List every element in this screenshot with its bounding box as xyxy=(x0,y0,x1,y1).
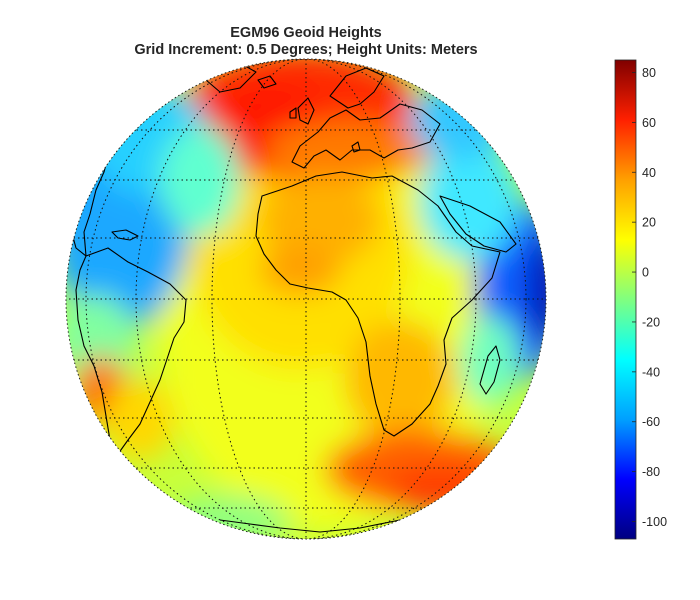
colorbar-tick-label: -40 xyxy=(642,365,660,379)
colorbar-tick-label: 60 xyxy=(642,116,656,130)
globe-outline xyxy=(65,58,547,540)
colorbar-ticks: 80 60 40 20 0 -20 -40 -60 -80 -100 xyxy=(632,66,667,529)
graticule xyxy=(66,59,546,539)
globe xyxy=(65,58,547,540)
colorbar-tick-label: -80 xyxy=(642,465,660,479)
colorbar-tick-label: -20 xyxy=(642,315,660,329)
colorbar-tick-label: 80 xyxy=(642,66,656,80)
colorbar-gradient xyxy=(614,59,637,540)
map-subtitle: Grid Increment: 0.5 Degrees; Height Unit… xyxy=(134,42,477,58)
colorbar-tick-label: 0 xyxy=(642,266,649,280)
colorbar-tick-label: 40 xyxy=(642,166,656,180)
colorbar-tick-label: -60 xyxy=(642,415,660,429)
colorbar: 80 60 40 20 0 -20 -40 -60 -80 -100 xyxy=(614,59,667,540)
geoid-height-field xyxy=(66,59,546,539)
colorbar-tick-label: -100 xyxy=(642,515,667,529)
map-title: EGM96 Geoid Heights xyxy=(230,25,381,41)
colorbar-tick-label: 20 xyxy=(642,216,656,230)
